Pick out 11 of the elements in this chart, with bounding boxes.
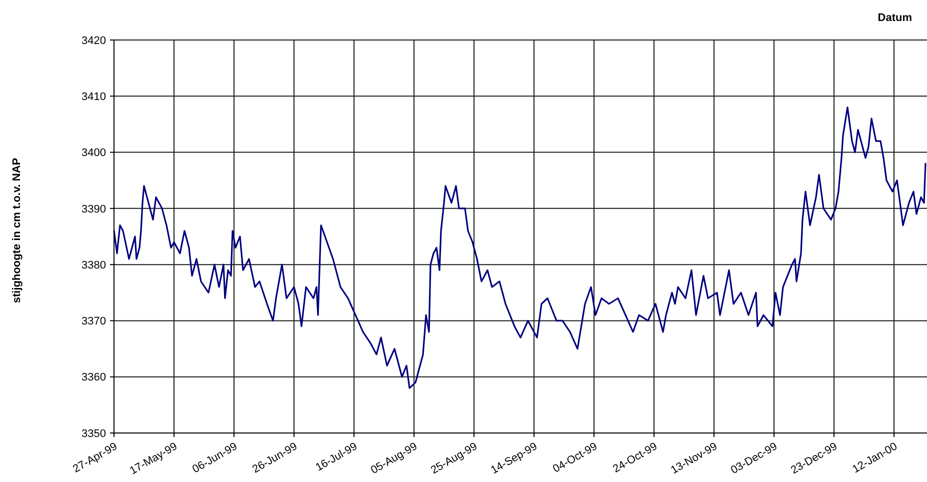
y-tick-label: 3390 <box>82 203 106 216</box>
y-tick-label: 3380 <box>82 259 106 272</box>
y-tick-label: 3420 <box>82 34 106 47</box>
y-tick-label: 3400 <box>82 147 106 160</box>
line-series <box>113 106 926 389</box>
y-tick-label: 3410 <box>82 90 106 103</box>
y-tick-label: 3360 <box>82 372 106 384</box>
y-tick-label: 3370 <box>82 316 106 328</box>
y-tick-label: 3350 <box>82 428 106 440</box>
y-axis-title: stijghoogte in cm t.o.v. NAP <box>11 158 23 304</box>
x-axis-title: Datum <box>878 12 912 24</box>
